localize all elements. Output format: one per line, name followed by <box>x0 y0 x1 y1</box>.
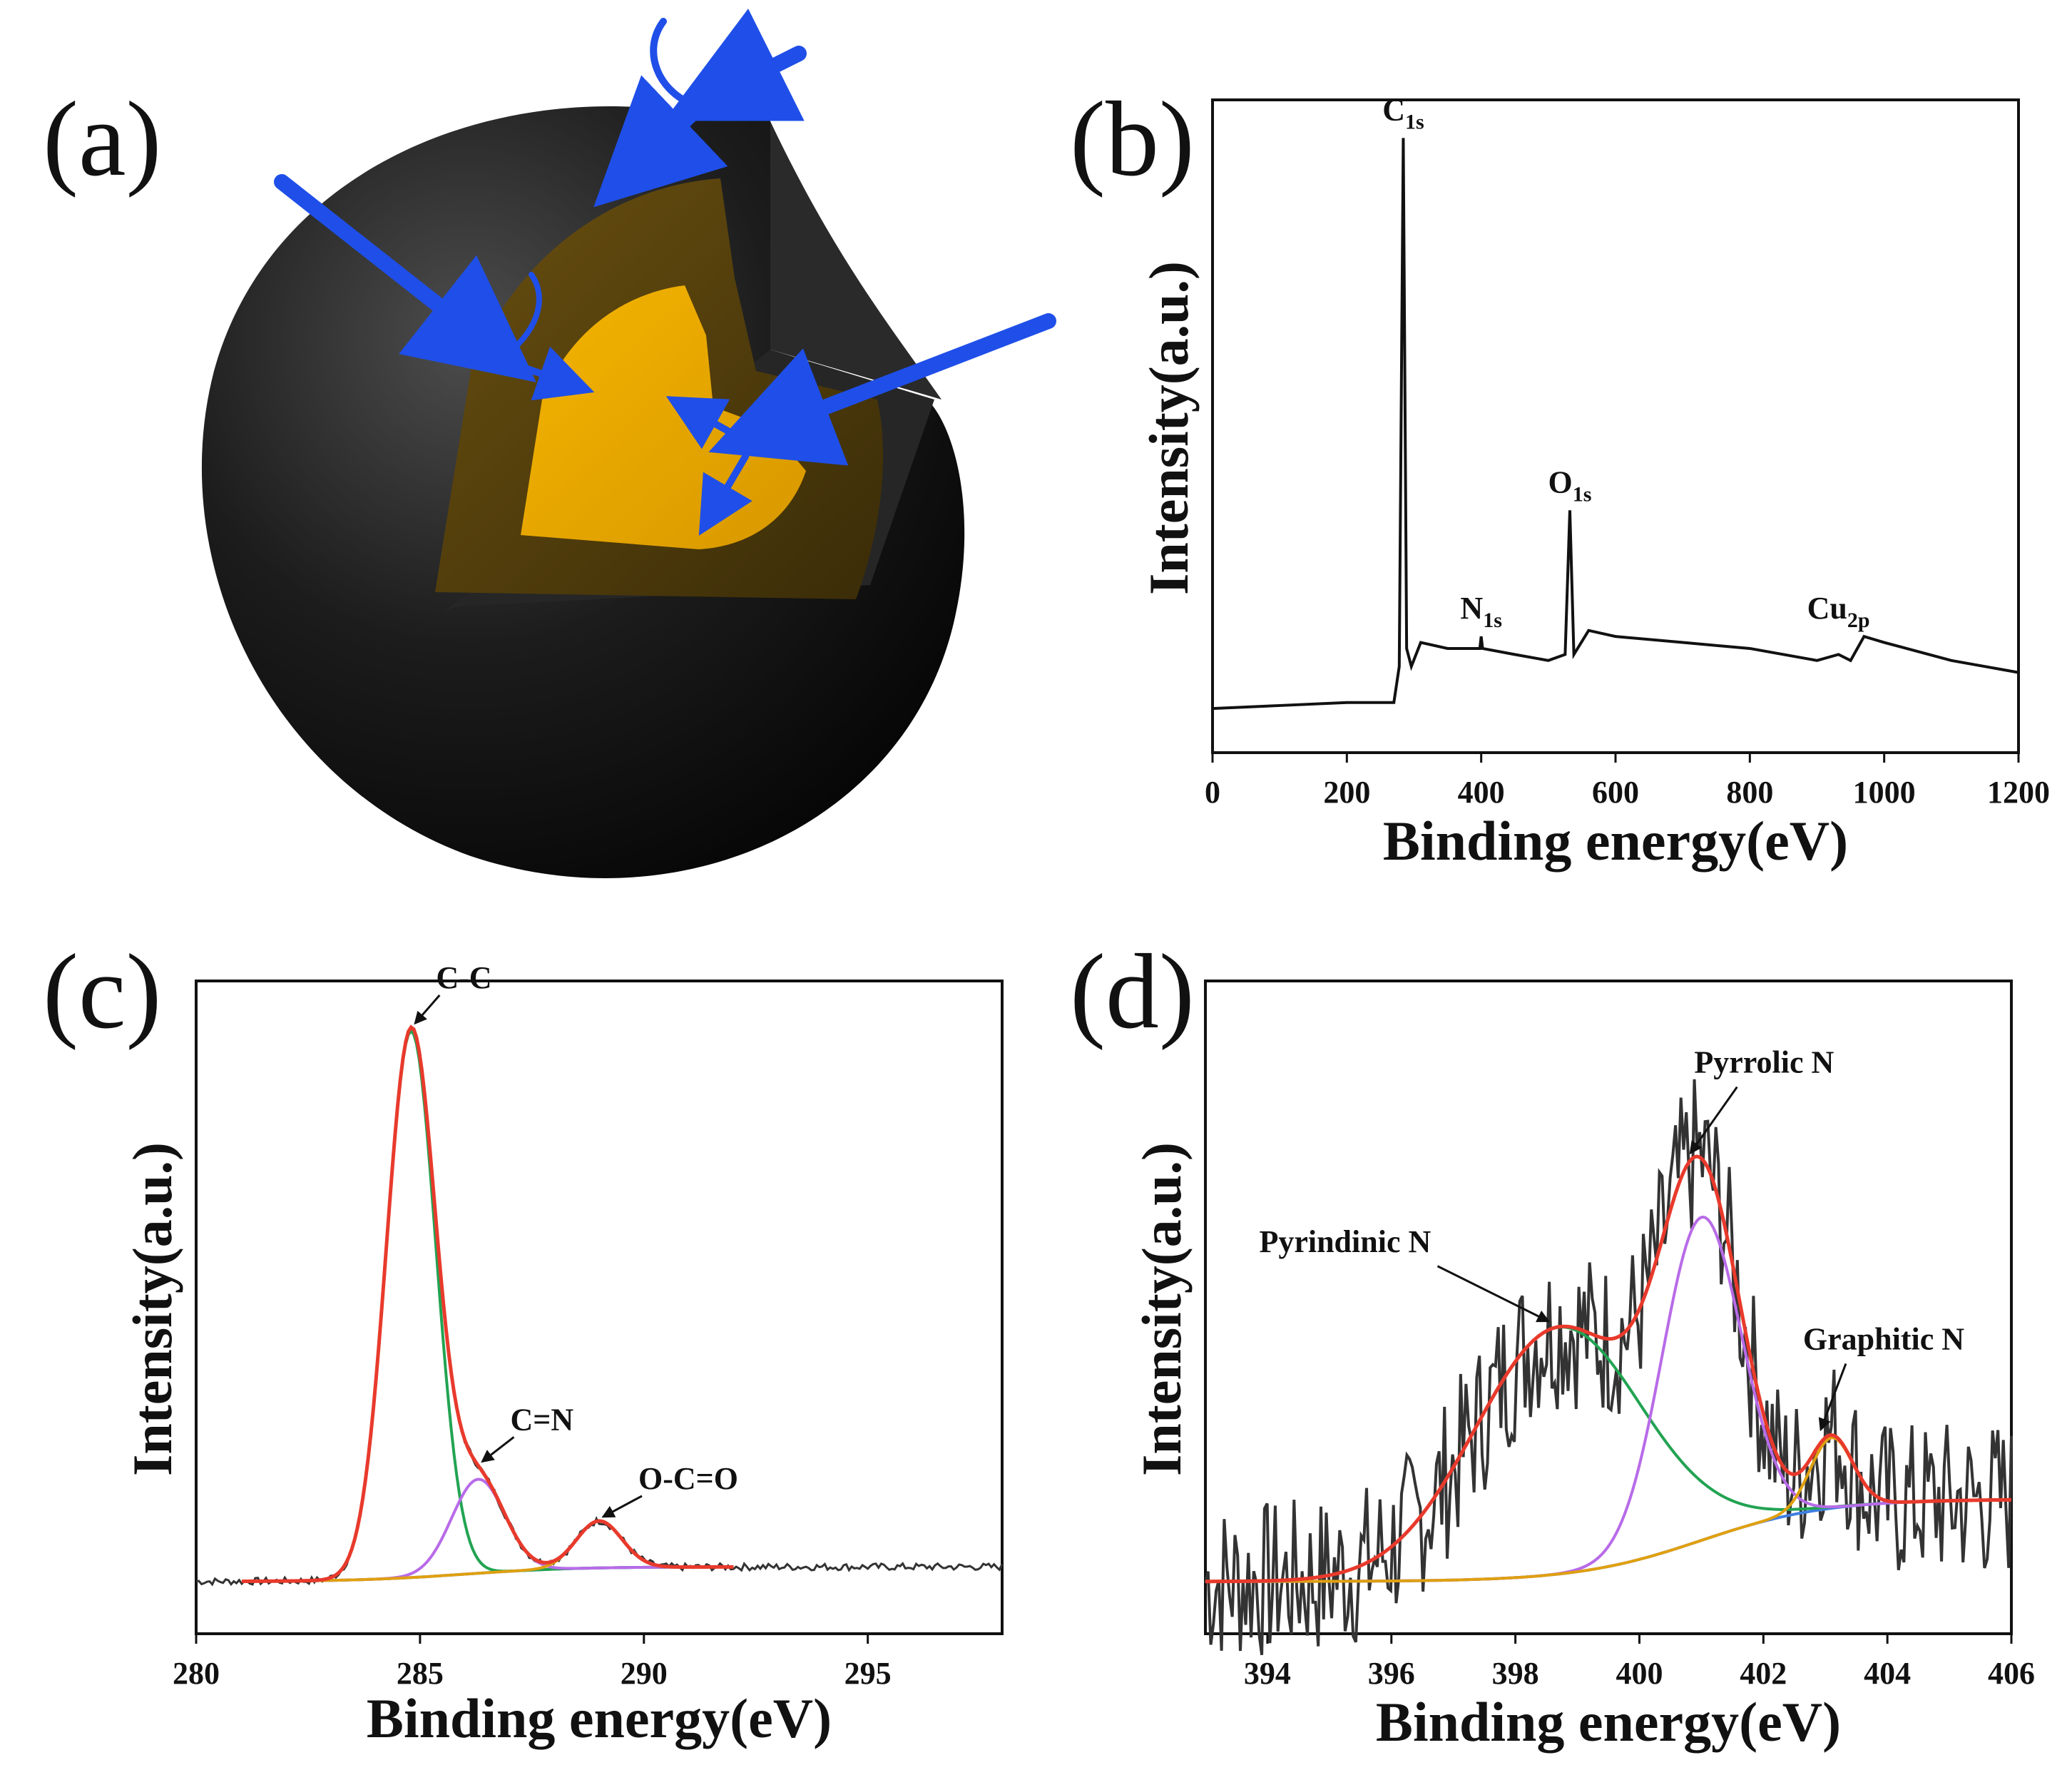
fit-envelope-line <box>242 1024 734 1583</box>
annotation-arrow-icon <box>481 1436 515 1463</box>
curved-arrow-icon <box>650 18 703 111</box>
arrow-icon <box>698 453 752 536</box>
panel-c-label: (c) <box>43 932 161 1051</box>
arrow-icon <box>593 75 728 208</box>
x-axis-title: Binding energy(eV) <box>1376 1691 1841 1753</box>
peak-annotations: Pyrindinic N Pyrrolic N Graphitic N <box>1259 1045 1964 1432</box>
raw-data-line <box>1204 1079 2013 1656</box>
panel-b-label: (b) <box>1070 80 1195 198</box>
plot-frame <box>1204 980 2013 1635</box>
arrow-icon <box>499 346 595 401</box>
core-shell-sphere-icon <box>201 106 965 878</box>
x-tick-label: 1200 <box>1987 775 2050 810</box>
x-tick-label: 285 <box>397 1656 444 1691</box>
fit-component-line <box>242 1519 734 1583</box>
x-axis-title: Binding energy(eV) <box>1383 810 1848 872</box>
x-tick-label: 398 <box>1492 1656 1539 1691</box>
panel-d-label: (d) <box>1070 932 1195 1051</box>
peak-annotation: C=N <box>511 1402 574 1437</box>
annotation-arrow-icon <box>1436 1265 1551 1323</box>
x-tick-label: 400 <box>1616 1656 1663 1691</box>
arrow-icon <box>708 313 1056 466</box>
arrow-icon <box>663 9 807 121</box>
peak-annotation: O-C=O <box>638 1461 738 1496</box>
peak-label: O1s <box>1548 464 1592 506</box>
fit-component-line <box>242 1029 734 1583</box>
x-tick-label: 200 <box>1323 775 1370 810</box>
peak-annotation: Pyrindinic N <box>1259 1224 1431 1259</box>
panel-a-label: (a) <box>43 80 161 198</box>
x-tick-label: 295 <box>844 1656 892 1691</box>
survey-spectrum-line <box>1212 138 2019 711</box>
curved-arrow-icon <box>500 272 542 360</box>
annotation-arrow-icon <box>601 1495 643 1518</box>
x-tick-label: 800 <box>1726 775 1773 810</box>
panel-b-chart: (b) Binding energy(eV) Intensity(a.u.) 0… <box>1070 80 2050 872</box>
peak-annotation: Pyrrolic N <box>1694 1045 1834 1080</box>
y-axis-title: Intensity(a.u.) <box>121 1142 183 1476</box>
x-tick-label: 290 <box>621 1656 668 1691</box>
plot-frame <box>195 980 1004 1635</box>
x-tick-label: 0 <box>1205 775 1220 810</box>
x-tick-label: 600 <box>1592 775 1639 810</box>
arrow-icon <box>665 396 745 449</box>
y-axis-title: Intensity(a.u.) <box>1138 261 1200 595</box>
x-ticks: 280 285 290 295 <box>173 1634 892 1691</box>
peak-annotation: Graphitic N <box>1803 1321 1964 1356</box>
panel-d-chart: (d) Binding energy(eV) Intensity(a.u.) 3… <box>1070 932 2035 1753</box>
incident-arrows <box>274 9 1056 536</box>
panel-c-chart: (c) Binding energy(eV) Intensity(a.u.) 2… <box>43 932 1004 1749</box>
x-tick-label: 280 <box>173 1656 220 1691</box>
x-tick-label: 406 <box>1988 1656 2035 1691</box>
peak-annotation: C-C <box>436 960 491 995</box>
plot-area <box>1212 138 2019 711</box>
raw-data-line <box>195 1024 1004 1587</box>
peak-annotations: C-C C=N O-C=O <box>414 960 738 1518</box>
x-ticks: 0 200 400 600 800 1000 1200 <box>1205 753 2050 810</box>
annotation-arrow-icon <box>1818 1363 1847 1432</box>
plot-frame <box>1211 98 2020 754</box>
x-tick-label: 394 <box>1244 1656 1291 1691</box>
x-tick-label: 396 <box>1368 1656 1415 1691</box>
peak-label: N1s <box>1460 591 1501 632</box>
x-tick-label: 404 <box>1864 1656 1911 1691</box>
x-ticks: 394 396 398 400 402 404 406 <box>1244 1634 2035 1691</box>
y-axis-title: Intensity(a.u.) <box>1131 1142 1193 1476</box>
arrow-icon <box>274 174 536 382</box>
x-axis-title: Binding energy(eV) <box>367 1687 832 1749</box>
panel-a-illustration: (a) <box>43 9 1056 878</box>
plot-area <box>1204 1079 2013 1656</box>
x-tick-label: 400 <box>1458 775 1505 810</box>
annotation-arrow-icon <box>1689 1086 1738 1155</box>
plot-area <box>195 1024 1004 1587</box>
fit-envelope-line <box>1205 1154 2012 1584</box>
x-tick-label: 1000 <box>1853 775 1916 810</box>
peak-label: Cu2p <box>1807 591 1870 632</box>
x-tick-label: 402 <box>1740 1656 1787 1691</box>
annotation-arrow-icon <box>414 994 441 1025</box>
